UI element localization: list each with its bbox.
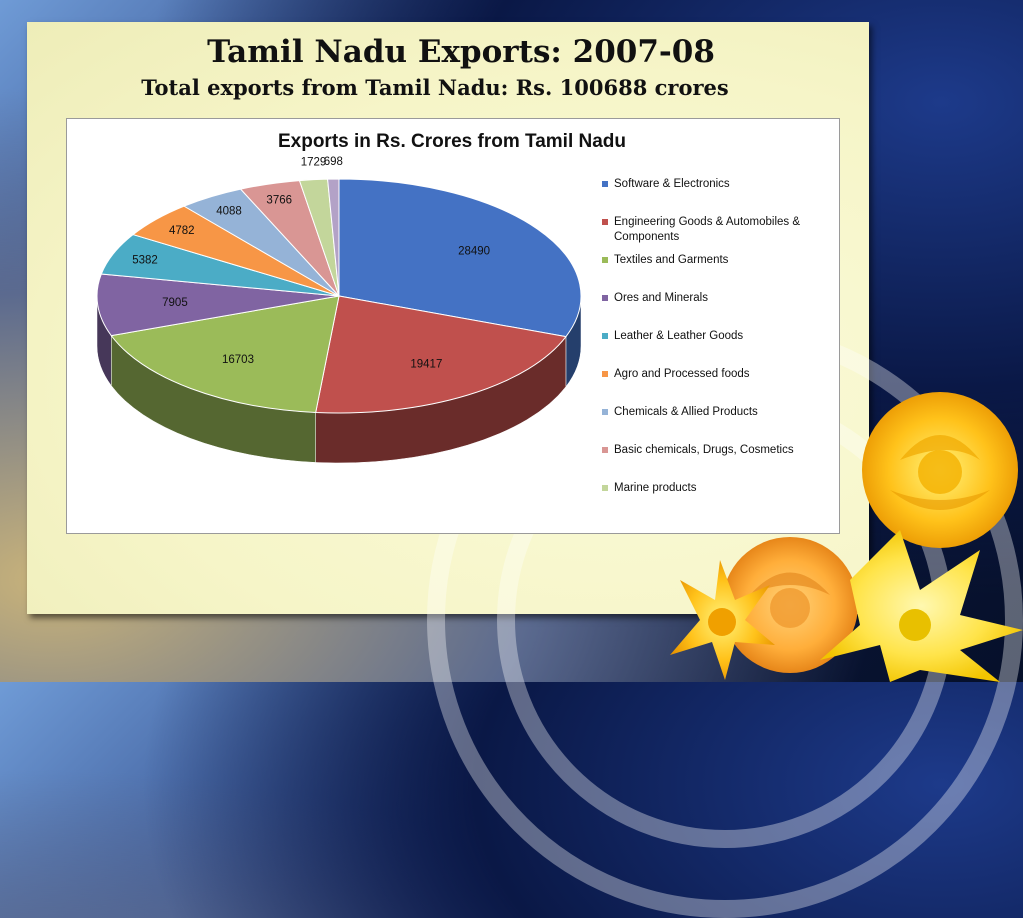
pie-chart: 28490 19417 16703 7905 5382 4782 4088 3766 17296… — [96, 156, 582, 464]
chart-area: Exports in Rs. Crores from Tamil Nadu 28… — [66, 118, 840, 534]
legend-label: Textiles and Garments — [614, 254, 729, 266]
data-label-8: 1729 — [301, 157, 327, 169]
slide-subtitle: Total exports from Tamil Nadu: Rs. 10068… — [141, 75, 729, 100]
legend-item-8: Marine products — [602, 481, 834, 519]
legend-label: Basic chemicals, Drugs, Cosmetics — [614, 444, 794, 456]
data-label-3: 7905 — [162, 297, 188, 309]
legend-label: Chemicals & Allied Products — [614, 406, 758, 418]
pie-slice-0 — [338, 178, 582, 338]
data-label-6: 4088 — [216, 206, 242, 218]
chart-title: Exports in Rs. Crores from Tamil Nadu — [277, 131, 627, 152]
legend-swatch — [602, 257, 608, 263]
chart-legend: Software & Electronics Engineering Goods … — [602, 177, 834, 519]
data-label-7: 3766 — [266, 195, 292, 207]
pie-slice-9 — [327, 178, 340, 297]
lily-right — [820, 530, 1023, 682]
legend-label: Engineering Goods & Automobiles & Compon… — [614, 216, 801, 243]
legend-item-4: Leather & Leather Goods — [602, 329, 834, 367]
legend-swatch — [602, 447, 608, 453]
data-label-4: 5382 — [132, 255, 158, 267]
flower-decoration — [670, 392, 1023, 682]
legend-item-0: Software & Electronics — [602, 177, 834, 215]
legend-item-7: Basic chemicals, Drugs, Cosmetics — [602, 443, 834, 481]
pie-slice-2 — [110, 295, 340, 413]
legend-swatch — [602, 333, 608, 339]
legend-item-6: Chemicals & Allied Products — [602, 405, 834, 443]
legend-label: Marine products — [614, 482, 697, 494]
legend-swatch — [602, 219, 608, 225]
legend-swatch — [602, 371, 608, 377]
pie-slice-3 — [96, 273, 340, 337]
legend-label: Ores and Minerals — [614, 292, 708, 304]
data-label-0: 28490 — [458, 246, 490, 258]
legend-swatch — [602, 181, 608, 187]
data-label-9: 698 — [324, 156, 343, 168]
legend-swatch — [602, 485, 608, 491]
legend-item-1: Engineering Goods & Automobiles & Compon… — [602, 215, 834, 253]
pie-slice-1 — [315, 295, 567, 414]
legend-swatch — [602, 295, 608, 301]
legend-label: Leather & Leather Goods — [614, 330, 744, 342]
legend-item-2: Textiles and Garments — [602, 253, 834, 291]
data-label-1: 19417 — [410, 358, 442, 370]
data-label-5: 4782 — [169, 225, 195, 237]
rose-top — [862, 392, 1018, 548]
legend-label: Software & Electronics — [614, 178, 730, 190]
legend-item-5: Agro and Processed foods — [602, 367, 834, 405]
slide-title: Tamil Nadu Exports: 2007-08 — [207, 34, 715, 70]
legend-swatch — [602, 409, 608, 415]
legend-item-3: Ores and Minerals — [602, 291, 834, 329]
daffodil-left — [670, 560, 775, 680]
legend-label: Agro and Processed foods — [614, 368, 750, 380]
data-label-2: 16703 — [222, 354, 254, 366]
